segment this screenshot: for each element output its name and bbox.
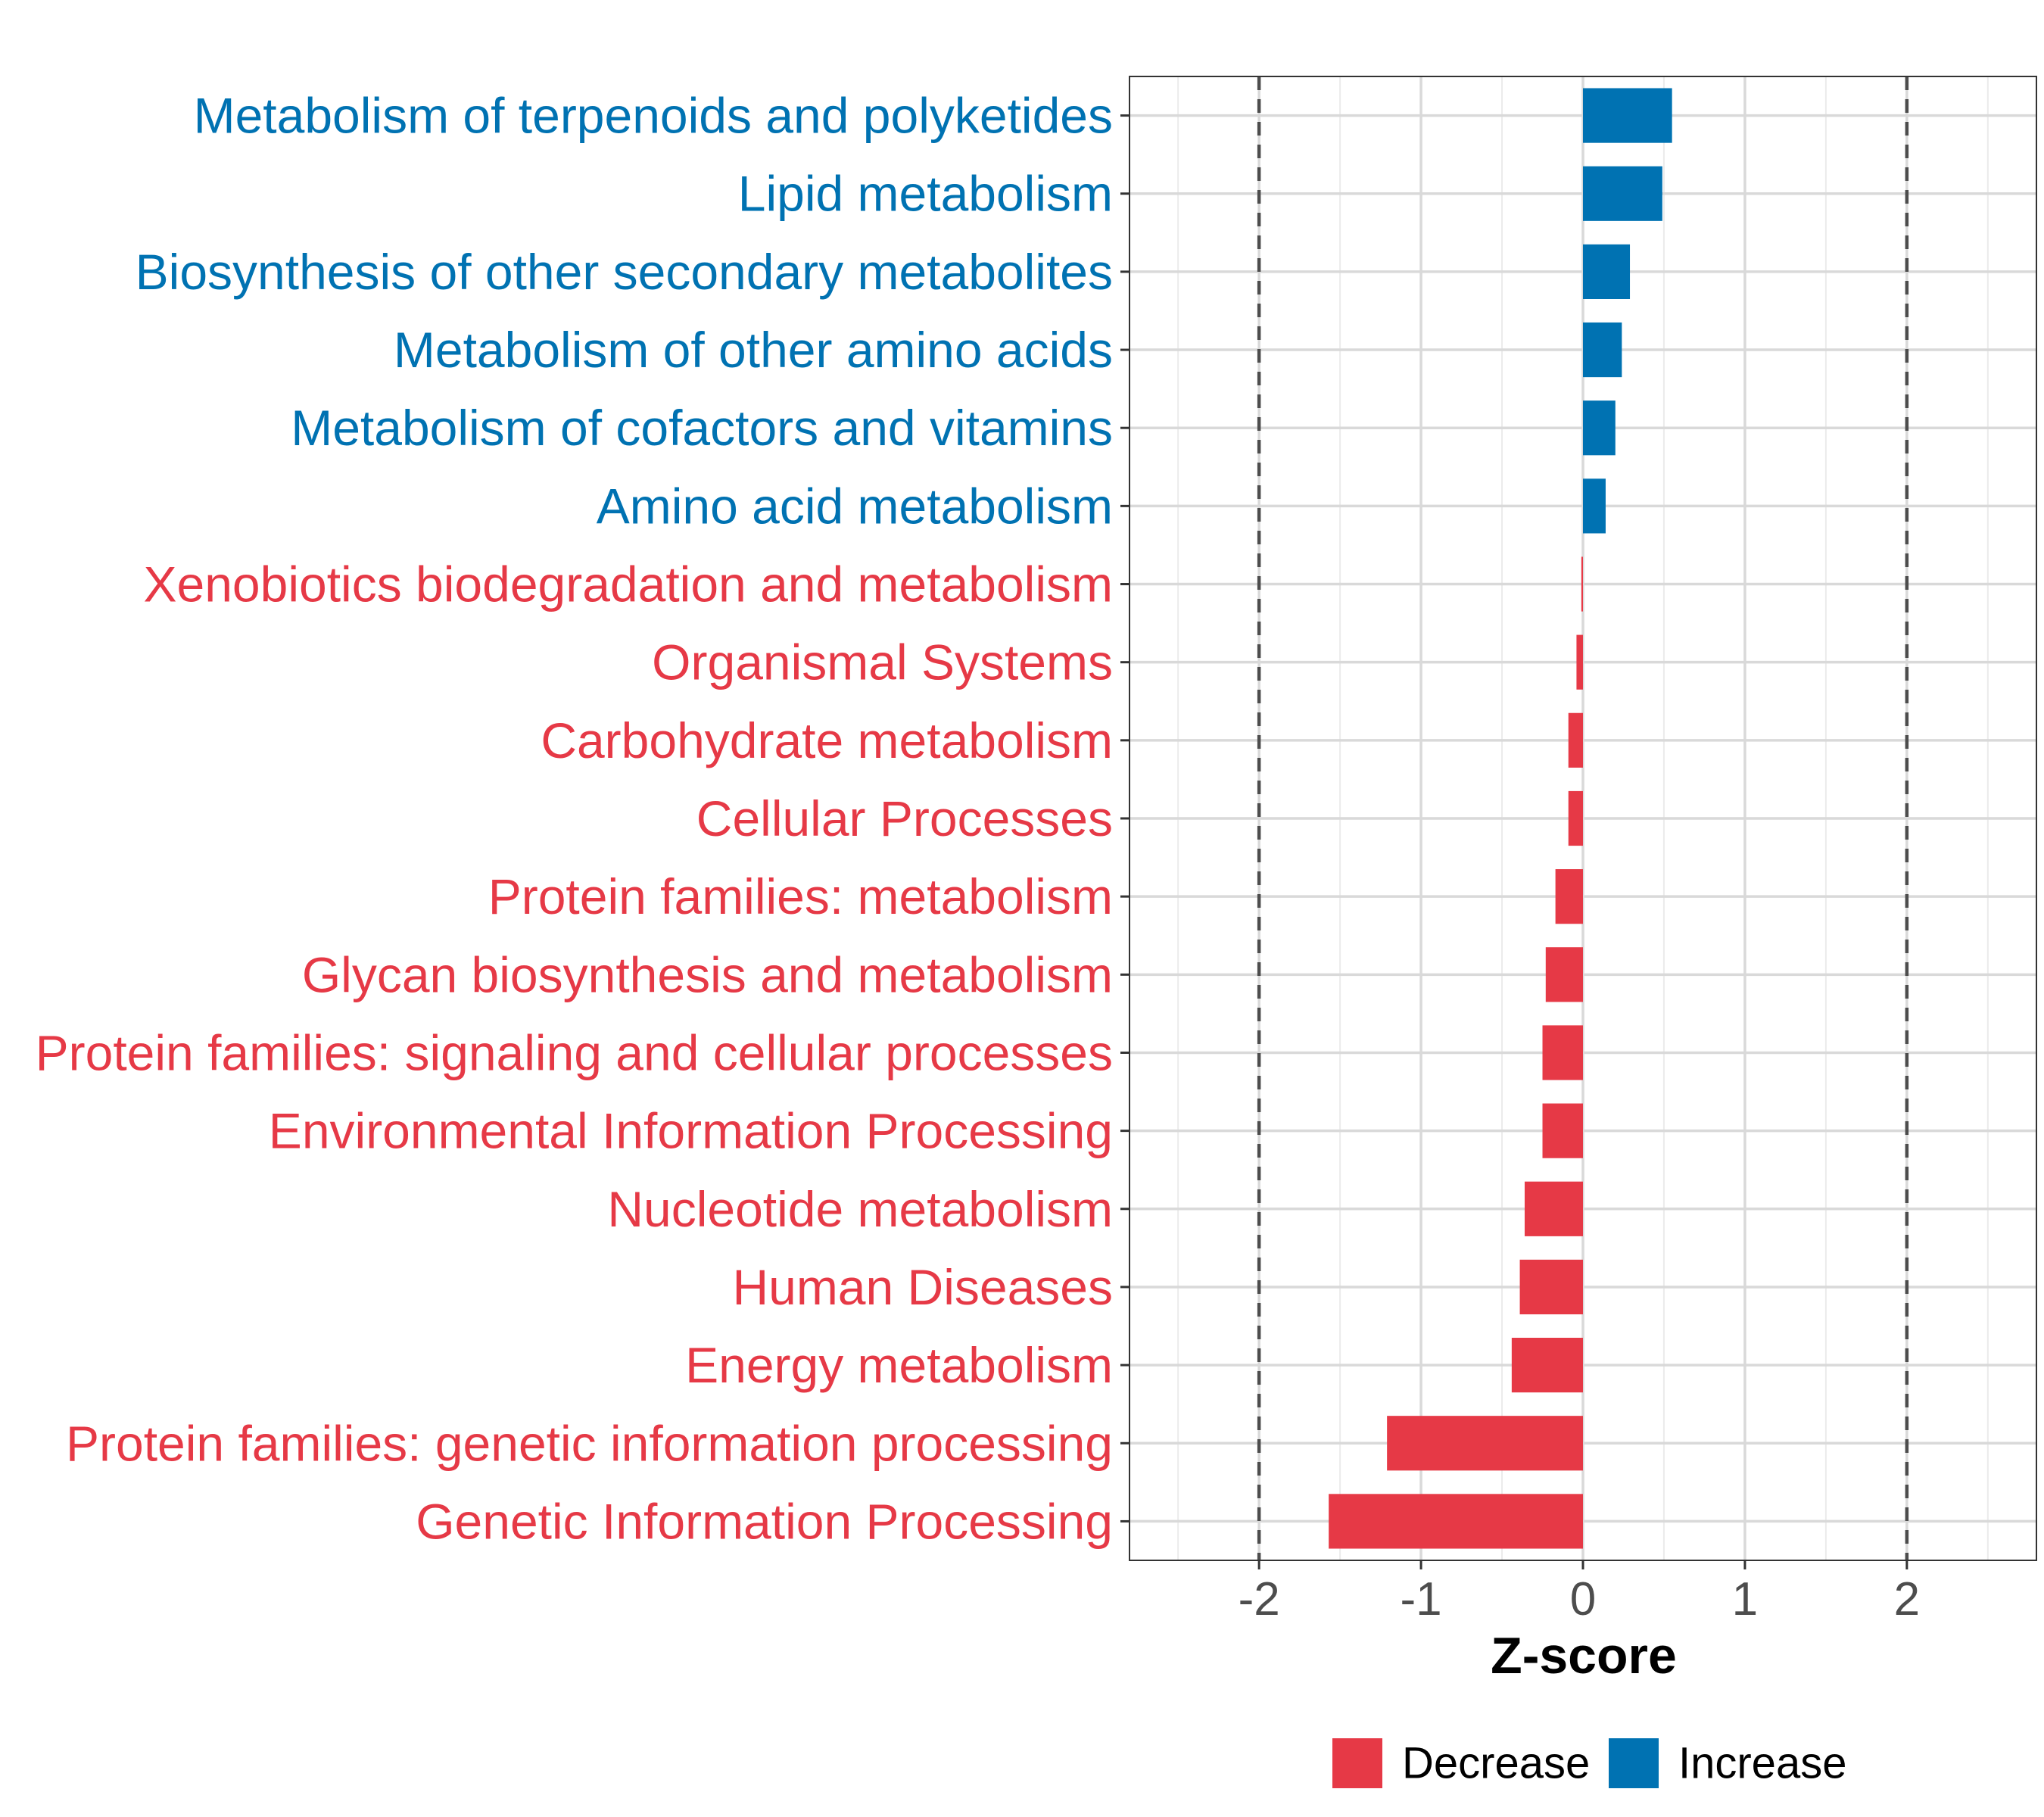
category-label: Lipid metabolism [738, 166, 1113, 222]
category-label: Nucleotide metabolism [607, 1181, 1113, 1237]
category-label: Protein families: genetic information pr… [66, 1415, 1113, 1471]
category-label: Human Diseases [732, 1259, 1113, 1315]
x-tick-label: 1 [1732, 1573, 1758, 1625]
x-tick-label: 0 [1570, 1573, 1596, 1625]
category-label: Metabolism of cofactors and vitamins [291, 400, 1113, 456]
bar [1542, 1025, 1583, 1080]
bar [1519, 1259, 1583, 1315]
category-label: Protein families: metabolism [488, 868, 1113, 924]
y-axis-labels: Metabolism of terpenoids and polyketides… [36, 88, 1113, 1550]
bar [1555, 869, 1583, 924]
bar [1576, 634, 1583, 690]
x-tick-label: -1 [1401, 1573, 1442, 1625]
legend-label: Increase [1678, 1739, 1846, 1788]
category-label: Cellular Processes [696, 790, 1113, 846]
category-label: Environmental Information Processing [269, 1103, 1113, 1159]
bar [1583, 244, 1631, 299]
category-label: Xenobiotics biodegradation and metabolis… [144, 556, 1114, 612]
category-label: Energy metabolism [685, 1337, 1113, 1393]
legend: Decrease Increase [1332, 1738, 1846, 1788]
bar [1524, 1181, 1583, 1236]
bars [1329, 88, 1672, 1549]
x-tick-label: 2 [1894, 1573, 1920, 1625]
category-label: Amino acid metabolism [597, 478, 1113, 534]
reference-lines [1257, 76, 1909, 1560]
category-label: Carbohydrate metabolism [541, 712, 1113, 768]
legend-swatch [1332, 1738, 1382, 1788]
bar [1583, 322, 1622, 378]
bar [1581, 556, 1583, 612]
bar [1568, 712, 1583, 768]
bar [1329, 1494, 1583, 1549]
category-label: Protein families: signaling and cellular… [36, 1024, 1113, 1080]
category-label: Organismal Systems [652, 634, 1113, 690]
bar [1583, 400, 1616, 456]
legend-label: Decrease [1402, 1739, 1590, 1788]
category-label: Metabolism of terpenoids and polyketides [194, 88, 1113, 144]
bar [1583, 88, 1672, 143]
bar [1542, 1103, 1583, 1158]
bar [1583, 478, 1606, 534]
category-label: Metabolism of other amino acids [394, 322, 1113, 378]
bar [1511, 1338, 1583, 1393]
legend-swatch [1609, 1738, 1659, 1788]
bar [1387, 1416, 1583, 1471]
x-axis-ticks: -2 -1 0 1 2 [1239, 1560, 1920, 1625]
category-label: Glycan biosynthesis and metabolism [302, 946, 1113, 1002]
x-tick-label: -2 [1239, 1573, 1280, 1625]
category-label: Biosynthesis of other secondary metaboli… [136, 244, 1113, 300]
bar [1583, 166, 1662, 221]
bar [1568, 790, 1583, 846]
bar [1545, 947, 1583, 1002]
y-axis-ticks [1120, 114, 1129, 1522]
category-label: Genetic Information Processing [416, 1493, 1113, 1549]
x-axis-title: Z-score [1491, 1627, 1677, 1685]
